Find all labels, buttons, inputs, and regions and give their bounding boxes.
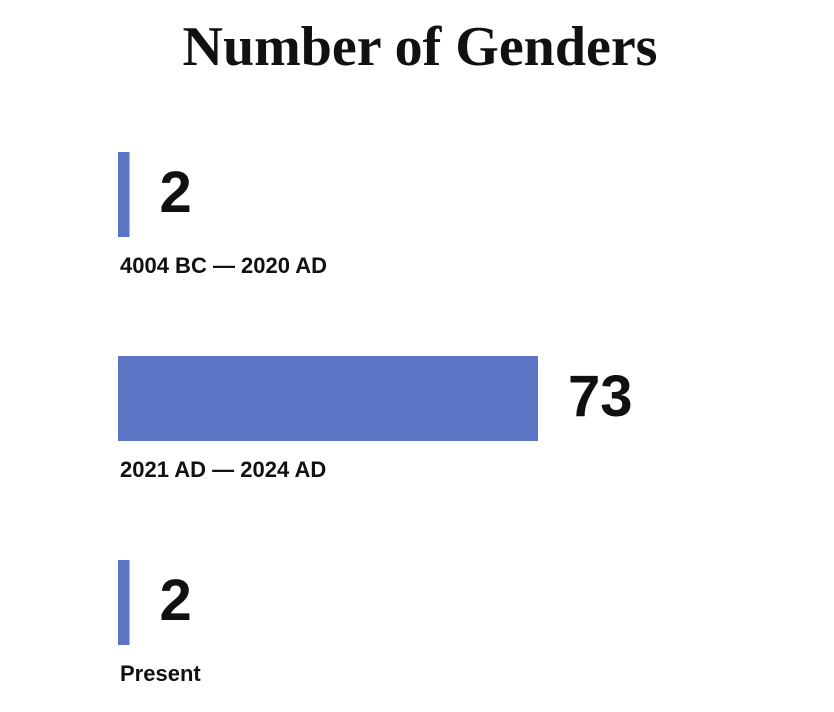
chart-title: Number of Genders xyxy=(183,16,658,78)
bar xyxy=(118,152,130,237)
value-label: 2 xyxy=(160,568,192,633)
category-label: 2021 AD — 2024 AD xyxy=(120,457,326,482)
category-label: 4004 BC — 2020 AD xyxy=(120,253,327,278)
value-label: 2 xyxy=(160,160,192,225)
value-label: 73 xyxy=(568,364,633,429)
bar xyxy=(118,356,538,441)
bar xyxy=(118,560,130,645)
category-label: Present xyxy=(120,661,201,686)
